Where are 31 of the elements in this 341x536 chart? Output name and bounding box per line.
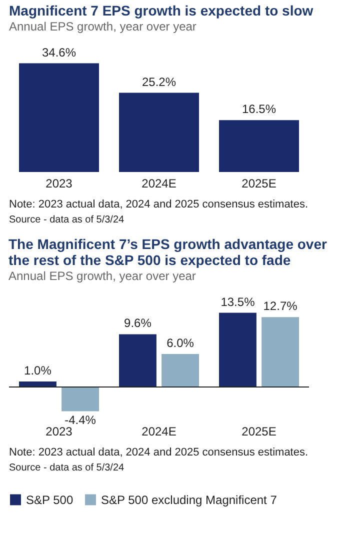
x-tick-label: 2023	[46, 424, 73, 438]
bar	[119, 334, 156, 387]
bar	[219, 312, 256, 387]
data-label: 16.5%	[242, 102, 276, 116]
source-note: Source - data as of 5/3/24	[9, 462, 125, 474]
data-label: 25.2%	[142, 74, 176, 89]
chart-subtitle: Annual EPS growth, year over year	[9, 19, 196, 34]
bar	[162, 354, 199, 387]
x-tick-label: 2025E	[242, 424, 276, 438]
x-tick-label: 2023	[46, 176, 73, 190]
data-label: 12.7%	[263, 299, 298, 314]
source-note: Source - data as of 5/3/24	[9, 214, 125, 226]
text: Note: 2023 actual data, 2024 and 2025 consensus estimates.	[9, 446, 308, 458]
bar	[62, 387, 99, 412]
x-tick-label: 2024E	[142, 176, 176, 190]
data-label: 6.0%	[166, 336, 194, 350]
chart-title: The Magnificent 7’s EPS growth advantage over the rest of the S&P 500 is expected to fade	[8, 236, 328, 268]
bar	[19, 382, 56, 387]
text: Note: 2023 actual data, 2024 and 2025 consensus estimates.	[9, 198, 308, 210]
data-label: 1.0%	[24, 364, 52, 378]
legend-label: S&P 500 excluding Magnificent 7	[101, 492, 278, 507]
data-label: 13.5%	[220, 294, 256, 309]
bar	[262, 317, 299, 387]
chart-subtitle: Annual EPS growth, year over year	[8, 268, 196, 283]
x-tick-label: 2025E	[242, 176, 276, 190]
data-label: 9.6%	[124, 316, 152, 330]
data-label: 34.6%	[42, 45, 76, 60]
chart-title: Magnificent 7 EPS growth is expected to slow	[9, 2, 314, 18]
legend-label: S&P 500	[26, 492, 74, 507]
data-label: -4.4%	[64, 413, 96, 428]
x-tick-label: 2024E	[142, 424, 176, 438]
